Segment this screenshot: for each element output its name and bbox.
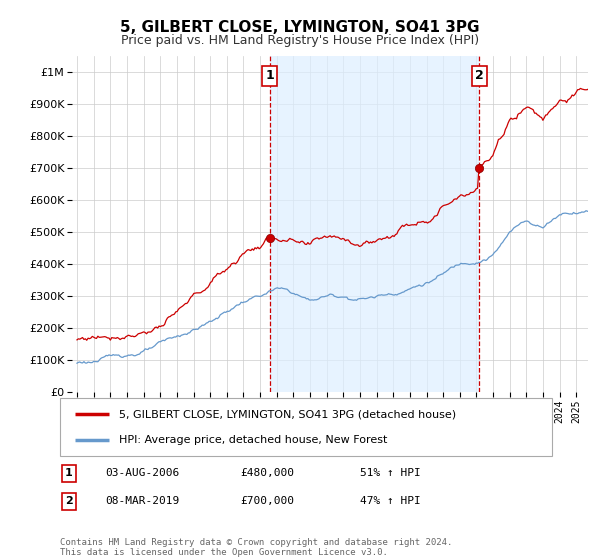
Text: Contains HM Land Registry data © Crown copyright and database right 2024.
This d: Contains HM Land Registry data © Crown c…: [60, 538, 452, 557]
Text: 47% ↑ HPI: 47% ↑ HPI: [360, 496, 421, 506]
Text: £700,000: £700,000: [240, 496, 294, 506]
Text: £480,000: £480,000: [240, 468, 294, 478]
Text: 5, GILBERT CLOSE, LYMINGTON, SO41 3PG (detached house): 5, GILBERT CLOSE, LYMINGTON, SO41 3PG (d…: [119, 409, 456, 419]
Text: 1: 1: [265, 69, 274, 82]
Bar: [270, 56, 479, 392]
Text: HPI: Average price, detached house, New Forest: HPI: Average price, detached house, New …: [119, 435, 388, 445]
Text: 1: 1: [65, 468, 73, 478]
Text: 03-AUG-2006: 03-AUG-2006: [105, 468, 179, 478]
Text: Price paid vs. HM Land Registry's House Price Index (HPI): Price paid vs. HM Land Registry's House …: [121, 34, 479, 46]
Text: 51% ↑ HPI: 51% ↑ HPI: [360, 468, 421, 478]
Text: 2: 2: [475, 69, 484, 82]
Text: 5, GILBERT CLOSE, LYMINGTON, SO41 3PG: 5, GILBERT CLOSE, LYMINGTON, SO41 3PG: [120, 20, 480, 35]
Text: 08-MAR-2019: 08-MAR-2019: [105, 496, 179, 506]
Text: 2: 2: [65, 496, 73, 506]
